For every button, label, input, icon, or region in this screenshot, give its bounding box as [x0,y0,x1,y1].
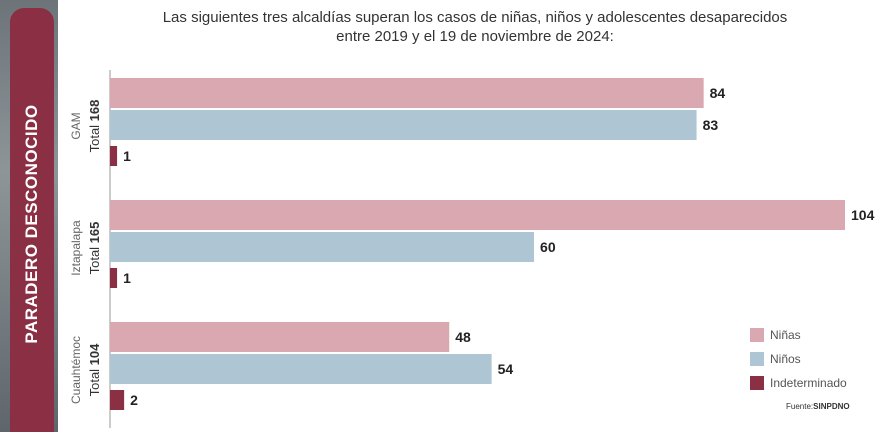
bar-cuauhtemoc-ninos [110,354,492,384]
bar-gam-indeterminado [110,146,118,166]
group-total-label-cuauhtemoc: Total [87,365,102,396]
title-line-2: entre 2019 y el 19 de noviembre de 2024: [336,28,614,45]
bar-iztapalapa-ninos [110,232,535,262]
chart-title: Las siguientes tres alcaldías superan lo… [130,8,820,46]
bar-iztapalapa-ninas [110,200,845,230]
data-label-cuauhtemoc-ninas: 48 [455,329,471,345]
bar-iztapalapa-indeterminado [110,268,118,288]
data-label-cuauhtemoc-ninos: 54 [498,361,514,377]
bar-gam-ninas [110,78,704,108]
side-banner: PARADERO DESCONOCIDO [0,0,58,432]
group-total-label-gam: Total [87,121,102,152]
data-label-gam-indeterminado: 1 [123,148,131,164]
group-total-iztapalapa: Total 165 [87,222,102,275]
group-name-iztapalapa: Iztapalapa [69,220,83,276]
source-note: Fuente:SINPDNO [786,402,850,411]
bar-gam-ninos [110,110,697,140]
bar-cuauhtemoc-ninas [110,322,450,352]
title-line-1: Las siguientes tres alcaldías superan lo… [162,9,788,26]
source-name: SINPDNO [813,402,850,411]
legend-swatch-indeterminado [750,376,764,390]
data-label-iztapalapa-ninas: 104 [851,207,875,223]
legend-label-indeterminado: Indeterminado [770,376,847,390]
data-label-gam-ninas: 84 [710,85,726,101]
legend-label-ninas: Niñas [770,328,801,342]
data-label-iztapalapa-ninos: 60 [540,239,556,255]
group-total-cuauhtemoc: Total 104 [87,343,102,397]
group-total-value-cuauhtemoc: 104 [87,343,102,365]
group-name-gam: GAM [69,112,83,139]
data-label-cuauhtemoc-indeterminado: 2 [130,392,138,408]
group-name-cuauhtemoc: Cuauhtémoc [69,336,83,404]
source-prefix: Fuente: [786,402,814,411]
group-total-gam: Total 168 [87,100,102,153]
bar-cuauhtemoc-indeterminado [110,390,125,410]
side-banner-panel [10,8,54,432]
data-label-iztapalapa-indeterminado: 1 [123,270,131,286]
group-total-label-iztapalapa: Total [87,243,102,274]
legend-swatch-ninos [750,352,764,366]
legend-label-ninos: Niños [770,352,801,366]
group-total-value-gam: 168 [87,100,102,122]
group-total-value-iztapalapa: 165 [87,222,102,244]
data-label-gam-ninos: 83 [703,117,719,133]
legend-swatch-ninas [750,328,764,342]
